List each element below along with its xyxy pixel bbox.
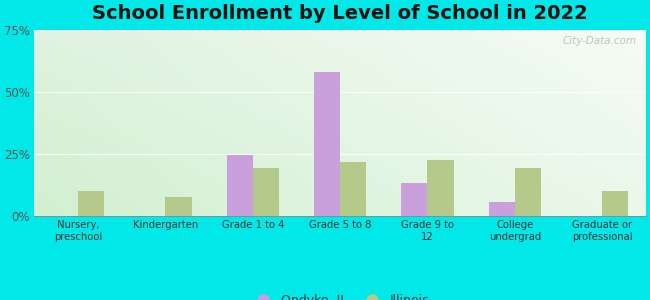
Bar bbox=[428, 160, 454, 216]
Bar bbox=[489, 202, 515, 216]
Bar bbox=[401, 183, 428, 216]
Bar bbox=[226, 155, 253, 216]
Bar bbox=[78, 191, 104, 216]
Bar bbox=[340, 161, 367, 216]
Text: City-Data.com: City-Data.com bbox=[562, 36, 636, 46]
Legend: Opdyke, IL, Illinois: Opdyke, IL, Illinois bbox=[246, 289, 434, 300]
Title: School Enrollment by Level of School in 2022: School Enrollment by Level of School in … bbox=[92, 4, 588, 23]
Bar bbox=[515, 168, 541, 216]
Bar bbox=[314, 72, 340, 216]
Bar bbox=[253, 168, 279, 216]
Bar bbox=[602, 191, 629, 216]
Bar bbox=[165, 197, 192, 216]
